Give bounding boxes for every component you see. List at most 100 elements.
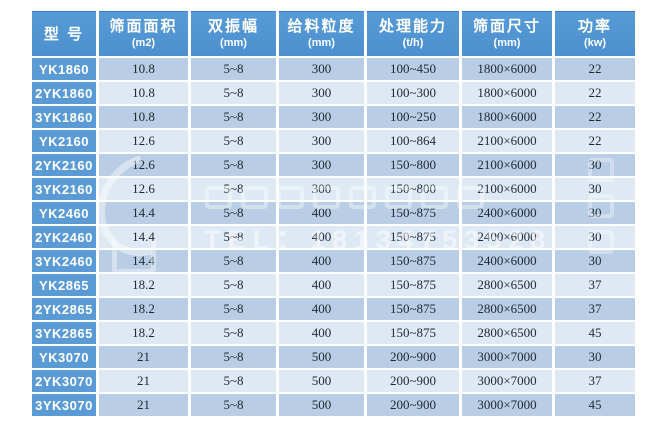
table-row-3YK1860: 3YK1860 10.8 5~8 300 100~250 1800×6000 22 [32,106,635,128]
value-cell: 22 [555,58,635,80]
value-cell: 100~450 [367,58,459,80]
model-cell: 2YK3070 [32,370,96,392]
column-unit: (mm) [308,37,335,49]
value-cell: 300 [279,58,364,80]
model-cell: YK2160 [32,130,96,152]
value-cell: 10.8 [99,82,188,104]
value-cell: 2100×6000 [462,154,552,176]
column-title: 给料粒度 [287,18,356,35]
value-cell: 2800×6500 [462,274,552,296]
column-unit: (mm) [220,37,247,49]
model-cell: YK3070 [32,346,96,368]
value-cell: 30 [555,346,635,368]
column-unit: (mm) [493,37,521,49]
column-header-6: 功率 (kw) [555,11,635,56]
value-cell: 21 [99,394,188,416]
value-cell: 5~8 [191,346,276,368]
value-cell: 200~900 [367,370,459,392]
value-cell: 30 [555,154,635,176]
value-cell: 18.2 [99,298,188,320]
value-cell: 1800×6000 [462,82,552,104]
value-cell: 1800×6000 [462,106,552,128]
value-cell: 5~8 [191,82,276,104]
value-cell: 18.2 [99,274,188,296]
column-title: 型 号 [43,25,85,43]
table-row-2YK2460: 2YK2460 14.4 5~8 400 150~875 2400×6000 30 [32,226,635,248]
value-cell: 37 [555,298,635,320]
value-cell: 21 [99,370,188,392]
value-cell: 150~875 [367,250,459,272]
model-cell: 2YK1860 [32,82,96,104]
spec-table: 型 号 筛面面积 (m2) 双振幅 (mm) 给料粒度 (mm) 处理能力 (t/h) 筛面尺寸 (… [29,9,638,418]
value-cell: 12.6 [99,178,188,200]
column-title: 双振幅 [207,18,259,35]
value-cell: 400 [279,202,364,224]
value-cell: 200~900 [367,394,459,416]
column-unit: (t/h) [402,37,424,49]
value-cell: 150~800 [367,154,459,176]
model-cell: 3YK3070 [32,394,96,416]
value-cell: 14.4 [99,202,188,224]
value-cell: 3000×7000 [462,370,552,392]
value-cell: 200~900 [367,346,459,368]
value-cell: 2400×6000 [462,250,552,272]
value-cell: 500 [279,394,364,416]
table-row-3YK2160: 3YK2160 12.6 5~8 300 150~800 2100×6000 30 [32,178,635,200]
table-row-YK2160: YK2160 12.6 5~8 300 100~864 2100×6000 22 [32,130,635,152]
value-cell: 37 [555,274,635,296]
value-cell: 400 [279,274,364,296]
value-cell: 100~250 [367,106,459,128]
model-cell: YK2865 [32,274,96,296]
value-cell: 5~8 [191,394,276,416]
table-row-2YK2160: 2YK2160 12.6 5~8 300 150~800 2100×6000 30 [32,154,635,176]
value-cell: 400 [279,226,364,248]
column-header-3: 给料粒度 (mm) [279,11,364,56]
value-cell: 5~8 [191,106,276,128]
value-cell: 30 [555,226,635,248]
model-cell: 2YK2865 [32,298,96,320]
value-cell: 5~8 [191,202,276,224]
table-row-YK2460: YK2460 14.4 5~8 400 150~875 2400×6000 30 [32,202,635,224]
table-row-3YK3070: 3YK3070 21 5~8 500 200~900 3000×7000 45 [32,394,635,416]
value-cell: 14.4 [99,226,188,248]
value-cell: 400 [279,322,364,344]
value-cell: 1800×6000 [462,58,552,80]
table-row-YK3070: YK3070 21 5~8 500 200~900 3000×7000 30 [32,346,635,368]
table-row-2YK2865: 2YK2865 18.2 5~8 400 150~875 2800×6500 37 [32,298,635,320]
value-cell: 30 [555,178,635,200]
column-unit: (kw) [584,37,606,49]
value-cell: 2800×6500 [462,298,552,320]
model-cell: 3YK2160 [32,178,96,200]
value-cell: 100~864 [367,130,459,152]
value-cell: 300 [279,130,364,152]
value-cell: 18.2 [99,322,188,344]
table-row-YK2865: YK2865 18.2 5~8 400 150~875 2800×6500 37 [32,274,635,296]
value-cell: 500 [279,346,364,368]
column-header-4: 处理能力 (t/h) [367,11,459,56]
column-title: 处理能力 [378,18,447,35]
model-cell: 2YK2460 [32,226,96,248]
model-cell: 2YK2160 [32,154,96,176]
value-cell: 5~8 [191,226,276,248]
value-cell: 30 [555,250,635,272]
table-row-2YK1860: 2YK1860 10.8 5~8 300 100~300 1800×6000 22 [32,82,635,104]
column-header-5: 筛面尺寸 (mm) [462,11,552,56]
value-cell: 400 [279,250,364,272]
value-cell: 12.6 [99,130,188,152]
value-cell: 150~800 [367,178,459,200]
model-cell: 3YK2460 [32,250,96,272]
value-cell: 45 [555,394,635,416]
value-cell: 5~8 [191,178,276,200]
value-cell: 5~8 [191,370,276,392]
value-cell: 5~8 [191,274,276,296]
column-title: 筛面尺寸 [472,18,541,35]
value-cell: 400 [279,298,364,320]
value-cell: 5~8 [191,130,276,152]
value-cell: 21 [99,346,188,368]
model-cell: 3YK1860 [32,106,96,128]
column-header-0: 型 号 [32,11,96,56]
model-cell: YK2460 [32,202,96,224]
value-cell: 2400×6000 [462,202,552,224]
table-body: YK1860 10.8 5~8 300 100~450 1800×6000 22 2YK186… [32,58,635,416]
column-header-2: 双振幅 (mm) [191,11,276,56]
